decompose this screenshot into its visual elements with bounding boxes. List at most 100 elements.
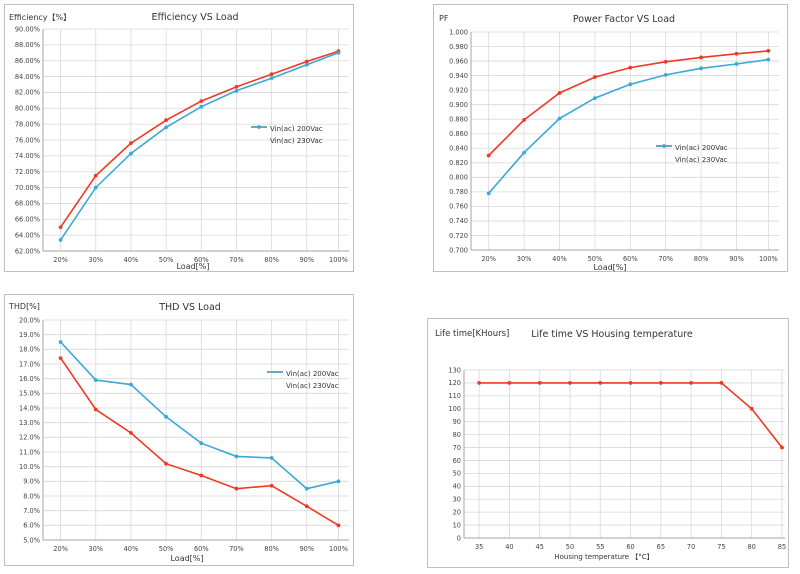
data-point bbox=[93, 407, 98, 412]
data-point bbox=[93, 378, 98, 383]
legend-line-icon bbox=[251, 125, 267, 145]
data-point bbox=[537, 381, 542, 385]
y-tick-label: 88.00% bbox=[15, 41, 40, 49]
y-tick-label: 40 bbox=[453, 483, 461, 491]
x-tick-label: 75 bbox=[717, 543, 725, 551]
data-point bbox=[58, 225, 63, 230]
data-point bbox=[199, 473, 204, 478]
data-point bbox=[164, 461, 169, 466]
y-tick-label: 8.0% bbox=[23, 492, 40, 500]
y-tick-label: 0.800 bbox=[449, 174, 468, 182]
y-tick-label: 15.0% bbox=[19, 390, 40, 398]
y-tick-label: 5.0% bbox=[23, 536, 40, 544]
data-point bbox=[234, 486, 239, 491]
y-tick-label: 110 bbox=[448, 392, 461, 400]
legend-label: Vin(ac) 230Vac bbox=[270, 137, 323, 145]
data-point bbox=[628, 82, 633, 87]
x-tick-label: 90% bbox=[299, 256, 314, 264]
x-tick-label: 50% bbox=[159, 256, 174, 264]
y-tick-label: 0.740 bbox=[449, 217, 468, 225]
data-point bbox=[58, 340, 63, 344]
data-point bbox=[199, 441, 204, 446]
x-tick-label: 70% bbox=[229, 545, 244, 553]
thd-y-axis-label: THD[%] bbox=[9, 302, 40, 311]
x-tick-label: 30% bbox=[88, 256, 103, 264]
x-tick-label: 60 bbox=[626, 543, 634, 551]
data-point bbox=[234, 84, 239, 89]
data-point bbox=[628, 381, 633, 385]
efficiency-chart-title: Efficiency VS Load bbox=[151, 12, 239, 23]
x-tick-label: 90% bbox=[729, 255, 744, 263]
data-point bbox=[129, 431, 133, 435]
y-tick-label: 70.00% bbox=[15, 184, 40, 192]
y-tick-label: 90.00% bbox=[15, 25, 40, 33]
x-tick-label: 40% bbox=[124, 256, 139, 264]
y-tick-label: 86.00% bbox=[15, 57, 40, 65]
y-tick-label: 0.860 bbox=[449, 130, 468, 138]
y-tick-label: 0.940 bbox=[449, 72, 468, 80]
data-point bbox=[269, 483, 274, 488]
data-point bbox=[269, 72, 274, 77]
x-tick-label: 40 bbox=[505, 543, 513, 551]
data-point bbox=[58, 356, 63, 361]
y-tick-label: 80.00% bbox=[15, 105, 40, 113]
y-tick-label: 0.820 bbox=[449, 159, 468, 167]
x-tick-label: 20% bbox=[53, 545, 68, 553]
x-tick-label: 40% bbox=[552, 255, 567, 263]
thd-legend-item-230: Vin(ac) 230Vac bbox=[267, 371, 339, 392]
data-point bbox=[199, 104, 204, 109]
series-line-0 bbox=[488, 50, 769, 157]
data-point bbox=[593, 96, 597, 101]
legend-line-icon bbox=[656, 144, 672, 164]
thd-chart-panel: 5.0% 6.0% 7.0% 8.0% 9.0% 10.0% 11.0% 12.0% 13.0%… bbox=[4, 294, 354, 566]
y-tick-label: 76.00% bbox=[15, 136, 40, 144]
thd-x-axis-label: Load[%] bbox=[170, 554, 204, 563]
data-point bbox=[507, 381, 512, 385]
y-tick-label: 130 bbox=[448, 366, 461, 374]
data-point bbox=[557, 91, 562, 95]
x-tick-label: 80 bbox=[747, 543, 755, 551]
data-point bbox=[734, 62, 739, 66]
x-tick-label: 90% bbox=[299, 545, 314, 553]
data-point bbox=[477, 381, 482, 385]
legend-label: Vin(ac) 200Vac bbox=[286, 370, 339, 378]
x-tick-label: 85 bbox=[778, 543, 786, 551]
y-tick-label: 62.00% bbox=[15, 247, 40, 255]
data-point bbox=[658, 381, 663, 385]
data-point bbox=[164, 118, 169, 123]
data-point bbox=[766, 48, 771, 53]
data-point bbox=[234, 88, 239, 93]
y-tick-label: 82.00% bbox=[15, 89, 40, 97]
y-tick-label: 0.900 bbox=[449, 101, 468, 109]
x-tick-label: 30% bbox=[517, 255, 532, 263]
x-tick-label: 60% bbox=[194, 256, 209, 264]
y-tick-label: 0.920 bbox=[449, 86, 468, 94]
power-factor-x-axis-label: Load[%] bbox=[593, 263, 627, 272]
y-tick-label: 6.0% bbox=[23, 522, 40, 530]
y-tick-label: 11.0% bbox=[19, 448, 40, 456]
x-tick-label: 100% bbox=[329, 545, 348, 553]
data-point bbox=[336, 50, 341, 55]
efficiency-chart-plot: 62.00% 64.00% 66.00% 68.00% 70.00% 72.00% 74.0… bbox=[15, 25, 349, 264]
data-point bbox=[336, 523, 341, 528]
y-tick-label: 10.0% bbox=[19, 463, 40, 471]
data-point bbox=[522, 118, 527, 122]
y-tick-label: 0.780 bbox=[449, 188, 468, 196]
series-line-1 bbox=[488, 58, 769, 194]
lifetime-x-axis-label: Housing temperature 【°C】 bbox=[554, 553, 654, 561]
data-point bbox=[568, 381, 572, 385]
data-point bbox=[557, 116, 562, 121]
y-tick-label: 64.00% bbox=[15, 231, 40, 239]
x-tick-label: 70% bbox=[658, 255, 673, 263]
y-tick-label: 0.720 bbox=[449, 232, 468, 240]
y-tick-label: 84.00% bbox=[15, 73, 40, 81]
y-tick-label: 16.0% bbox=[19, 375, 40, 383]
data-point bbox=[304, 504, 309, 509]
y-tick-label: 9.0% bbox=[23, 478, 40, 486]
x-tick-label: 55 bbox=[596, 543, 604, 551]
efficiency-legend-item-230: Vin(ac) 230Vac bbox=[251, 125, 323, 147]
data-point bbox=[129, 141, 133, 146]
power-factor-y-axis-label: PF bbox=[439, 14, 449, 23]
power-factor-chart-plot: 0.700 0.720 0.740 0.760 0.780 0.800 0.820 0.840… bbox=[449, 28, 779, 263]
x-tick-label: 20% bbox=[53, 256, 68, 264]
